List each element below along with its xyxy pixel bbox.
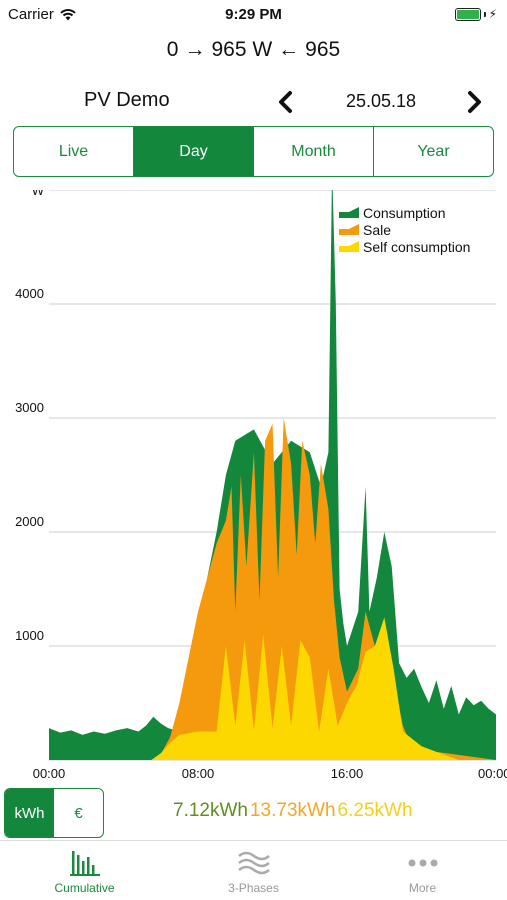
y-tick-label: 3000 (15, 400, 44, 415)
status-time: 9:29 PM (225, 6, 282, 23)
wifi-icon (60, 8, 76, 20)
flow-grid-value: 0 (166, 38, 179, 61)
x-axis: 00:00 08:00 16:00 00:00 (33, 766, 507, 781)
segment-month[interactable]: Month (254, 127, 374, 176)
y-tick-label: 4000 (15, 286, 44, 301)
chevron-left-icon[interactable] (274, 90, 298, 114)
total-consumption: 7.12kWh (173, 800, 248, 821)
bar-chart-icon (69, 851, 100, 876)
date-label: 25.05.18 (345, 91, 417, 111)
legend-sale-swatch-base (339, 229, 359, 235)
x-tick-label: 16:00 (331, 766, 364, 781)
legend-self-consumption-label: Self consumption (363, 239, 470, 255)
energy-totals: 7.12kWh 13.73kWh 6.25kWh (173, 800, 415, 822)
legend-self-consumption-swatch-base (339, 246, 359, 252)
day-power-chart[interactable]: 1000 2000 3000 4000 W 00:00 08:00 16:00 00:00 C… (0, 190, 507, 785)
total-self-consumption: 6.25kWh (337, 800, 413, 821)
legend-consumption-label: Consumption (363, 205, 446, 221)
power-flow: 0 → 965 W ← 965 (0, 38, 507, 62)
charging-icon: ⚡ (488, 7, 497, 21)
y-axis: 1000 2000 3000 4000 W (15, 190, 45, 643)
unit-euro-button[interactable]: € (74, 804, 83, 822)
segment-day[interactable]: Day (134, 127, 254, 176)
x-tick-label: 08:00 (182, 766, 215, 781)
tab-more-label: More (408, 881, 437, 895)
tab-3-phases[interactable]: 3-Phases (169, 841, 338, 900)
flow-consumption-value: 965 (305, 38, 341, 61)
arrow-right-icon: → (184, 38, 206, 61)
unit-toggle: kWh € (4, 788, 104, 838)
arrow-left-icon: ← (278, 38, 300, 61)
chart-areas (49, 190, 496, 760)
x-tick-label: 00:00 (33, 766, 66, 781)
unit-kwh-button[interactable]: kWh (5, 789, 54, 837)
battery-icon (454, 7, 481, 21)
legend-consumption-swatch-base (339, 212, 359, 218)
legend-sale-label: Sale (363, 222, 391, 238)
y-tick-label: 2000 (15, 514, 44, 529)
carrier-label: Carrier (8, 6, 54, 23)
total-sale: 13.73kWh (249, 800, 336, 821)
tab-cumulative-label: Cumulative (54, 881, 115, 895)
segment-live[interactable]: Live (14, 127, 134, 176)
x-tick-label: 00:00 (478, 766, 507, 781)
title-row: PV Demo 25.05.18 (0, 86, 507, 118)
segment-year[interactable]: Year (417, 142, 450, 160)
tab-bar: Cumulative 3-Phases More (0, 840, 507, 900)
tab-3-phases-label: 3-Phases (228, 881, 279, 895)
status-bar: Carrier 9:29 PM ⚡ (0, 0, 507, 28)
carrier-info: Carrier (8, 6, 76, 23)
tab-cumulative[interactable]: Cumulative (0, 841, 169, 900)
plant-name: PV Demo (84, 89, 170, 111)
y-tick-label: 1000 (15, 628, 44, 643)
y-axis-label: W (32, 190, 45, 198)
chevron-right-icon[interactable] (462, 90, 486, 114)
tab-more[interactable]: More (338, 841, 507, 900)
flow-current-power: 965 W (211, 38, 273, 61)
waves-icon (237, 851, 270, 875)
battery-indicator: ⚡ (454, 7, 497, 21)
self-consumption-area (49, 617, 496, 760)
period-segmented-control: Live Day Month Year (13, 126, 494, 177)
more-icon (408, 859, 437, 867)
